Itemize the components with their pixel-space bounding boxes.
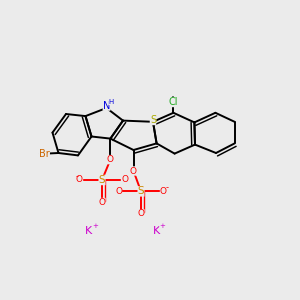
Text: -: - xyxy=(166,184,169,193)
Text: O: O xyxy=(130,167,137,176)
Text: H: H xyxy=(108,99,114,105)
Text: O: O xyxy=(76,176,83,184)
Text: K: K xyxy=(85,226,92,236)
Text: -: - xyxy=(76,172,79,182)
Text: O: O xyxy=(107,155,114,164)
Text: +: + xyxy=(92,223,98,229)
Text: K: K xyxy=(152,226,160,236)
Text: O: O xyxy=(115,187,122,196)
Text: S: S xyxy=(138,186,144,197)
Text: O: O xyxy=(98,198,106,207)
Text: O: O xyxy=(121,176,128,184)
Text: N: N xyxy=(103,100,110,111)
Text: +: + xyxy=(159,223,165,229)
Text: Br: Br xyxy=(39,149,50,159)
Text: S: S xyxy=(99,175,105,185)
Text: O: O xyxy=(160,187,167,196)
Text: Cl: Cl xyxy=(169,97,178,107)
Text: S: S xyxy=(150,115,156,125)
Text: O: O xyxy=(137,209,145,218)
